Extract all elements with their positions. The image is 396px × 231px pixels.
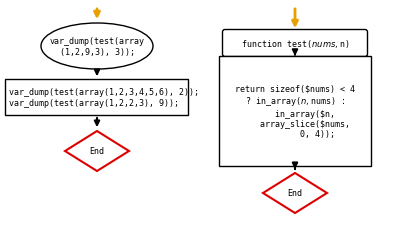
Text: return sizeof($nums) < 4
? in_array($n, $nums) :
    in_array($n,
    array_slic: return sizeof($nums) < 4 ? in_array($n, … [235,84,355,139]
Polygon shape [263,173,327,213]
Ellipse shape [41,24,153,70]
Bar [219,57,371,166]
Bar [5,80,188,116]
FancyBboxPatch shape [223,30,367,57]
Polygon shape [65,131,129,171]
Text: End: End [287,189,303,198]
Text: var_dump(test(array(1,2,3,4,5,6), 2));
var_dump(test(array(1,2,2,3), 9));: var_dump(test(array(1,2,3,4,5,6), 2)); v… [9,88,199,107]
Text: function test($nums, $n): function test($nums, $n) [241,38,349,50]
Text: var_dump(test(array
(1,2,9,3), 3));: var_dump(test(array (1,2,9,3), 3)); [50,37,145,56]
Text: End: End [89,147,105,156]
